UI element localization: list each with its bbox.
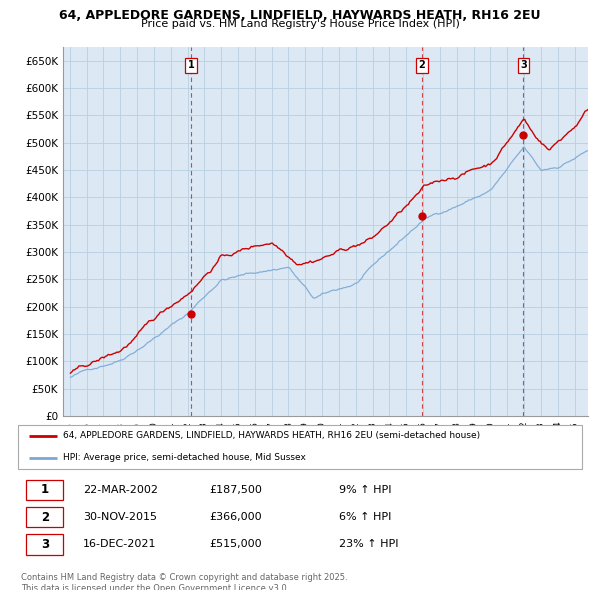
- Text: 1: 1: [188, 60, 194, 70]
- Text: £515,000: £515,000: [210, 539, 262, 549]
- Bar: [26, 507, 63, 527]
- Text: 30-NOV-2015: 30-NOV-2015: [83, 512, 157, 522]
- Text: 23% ↑ HPI: 23% ↑ HPI: [340, 539, 399, 549]
- Text: 22-MAR-2002: 22-MAR-2002: [83, 484, 158, 494]
- Text: Price paid vs. HM Land Registry's House Price Index (HPI): Price paid vs. HM Land Registry's House …: [140, 19, 460, 30]
- Text: 6% ↑ HPI: 6% ↑ HPI: [340, 512, 392, 522]
- Text: 1: 1: [41, 483, 49, 496]
- Text: 16-DEC-2021: 16-DEC-2021: [83, 539, 157, 549]
- Text: 2: 2: [41, 510, 49, 523]
- Bar: [26, 480, 63, 500]
- Text: £187,500: £187,500: [210, 484, 263, 494]
- Text: 64, APPLEDORE GARDENS, LINDFIELD, HAYWARDS HEATH, RH16 2EU (semi-detached house): 64, APPLEDORE GARDENS, LINDFIELD, HAYWAR…: [63, 431, 480, 440]
- Text: 64, APPLEDORE GARDENS, LINDFIELD, HAYWARDS HEATH, RH16 2EU: 64, APPLEDORE GARDENS, LINDFIELD, HAYWAR…: [59, 9, 541, 22]
- Text: 3: 3: [520, 60, 527, 70]
- Text: £366,000: £366,000: [210, 512, 262, 522]
- Text: 3: 3: [41, 538, 49, 551]
- Text: Contains HM Land Registry data © Crown copyright and database right 2025.
This d: Contains HM Land Registry data © Crown c…: [21, 573, 347, 590]
- Bar: [26, 535, 63, 555]
- Text: 9% ↑ HPI: 9% ↑ HPI: [340, 484, 392, 494]
- Text: 2: 2: [418, 60, 425, 70]
- Text: HPI: Average price, semi-detached house, Mid Sussex: HPI: Average price, semi-detached house,…: [63, 454, 306, 463]
